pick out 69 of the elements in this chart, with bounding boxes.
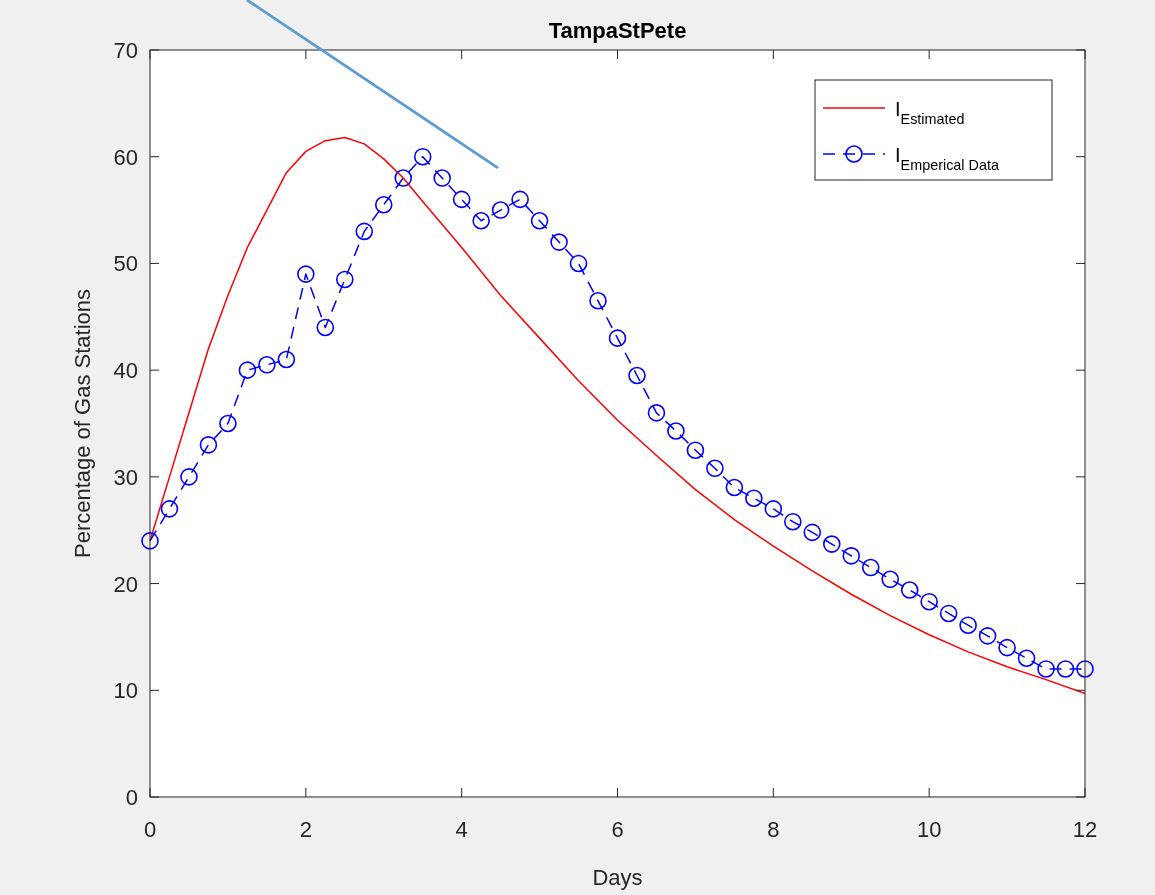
point	[1017, 649, 1036, 668]
x-tick-label: 6	[611, 817, 624, 842]
point	[1037, 660, 1055, 678]
point	[959, 616, 977, 634]
point	[550, 233, 568, 251]
point	[861, 558, 880, 577]
point	[569, 254, 588, 273]
point	[258, 356, 276, 374]
point	[608, 329, 627, 347]
point	[667, 422, 685, 440]
point	[998, 638, 1016, 657]
x-tick-label: 8	[767, 817, 780, 842]
point	[939, 604, 958, 623]
point	[589, 291, 607, 310]
y-tick-label: 20	[113, 571, 138, 597]
point	[199, 436, 218, 454]
point	[394, 169, 413, 187]
point	[978, 627, 997, 645]
x-tick-label: 0	[143, 817, 157, 842]
point	[316, 318, 335, 337]
point	[842, 547, 861, 565]
point	[374, 195, 393, 214]
legend-label: I$_{Estimated}$	[895, 98, 965, 127]
point	[355, 222, 374, 241]
x-tick-label: 12	[1072, 817, 1098, 842]
point	[219, 414, 237, 433]
point	[238, 361, 257, 379]
point	[706, 459, 724, 478]
point	[784, 512, 802, 531]
point	[511, 190, 529, 209]
point	[472, 211, 490, 230]
y-tick-label: 50	[113, 251, 138, 277]
point	[647, 404, 666, 422]
x-tick-label: 2	[299, 817, 312, 842]
point	[491, 201, 510, 219]
point	[920, 592, 938, 611]
y-tick-label: 30	[113, 464, 138, 490]
point	[160, 500, 179, 518]
point	[900, 581, 919, 599]
y-tick-label: 70	[113, 38, 138, 63]
point	[180, 468, 198, 486]
point	[530, 211, 549, 230]
point	[277, 350, 296, 369]
x-axis-title: Days	[592, 865, 643, 890]
point	[822, 535, 841, 553]
point	[764, 500, 783, 518]
point	[881, 570, 900, 589]
point	[1076, 660, 1094, 678]
y-tick-label: 40	[113, 358, 138, 384]
point	[413, 147, 432, 166]
point	[297, 265, 315, 283]
point	[1056, 660, 1075, 678]
point	[335, 270, 354, 289]
point	[745, 489, 763, 507]
point	[686, 441, 705, 459]
point	[803, 523, 822, 542]
point	[628, 366, 646, 385]
y-tick-label: 10	[113, 678, 138, 704]
y-tick-label: 0	[125, 785, 138, 810]
x-tick-label: 4	[455, 817, 468, 842]
x-tick-label: 10	[916, 817, 942, 842]
y-axis-title: Percentage of Gas Stations	[70, 288, 95, 559]
legend-label: I$_{Emperical Data}$	[895, 144, 999, 173]
y-tick-label: 60	[113, 144, 138, 170]
point	[141, 532, 159, 550]
point	[452, 190, 471, 209]
point	[725, 478, 744, 497]
point	[433, 169, 451, 187]
chart-title: TampaStPete	[548, 18, 687, 43]
